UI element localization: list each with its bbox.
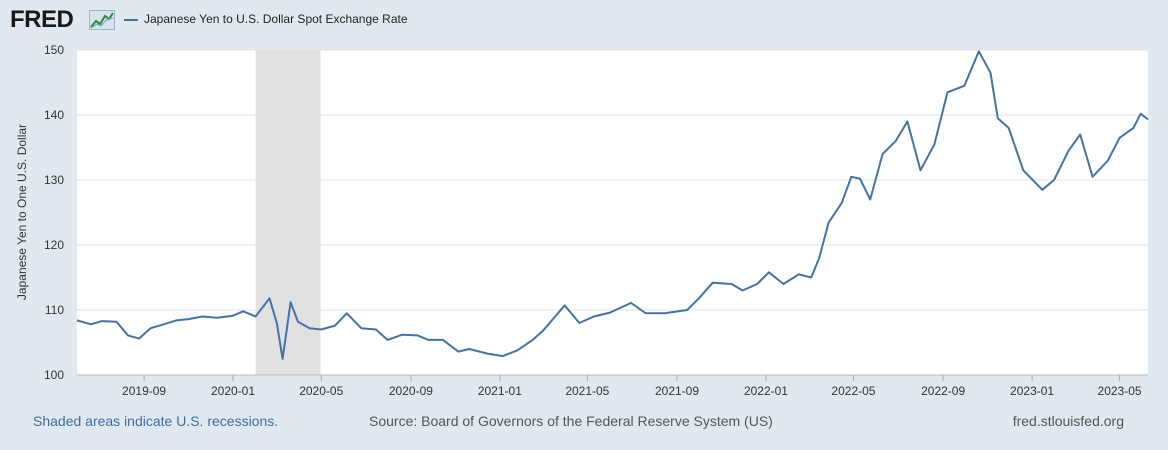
y-tick-label-150: 150 — [44, 43, 64, 57]
chart-footer: Shaded areas indicate U.S. recessions. S… — [0, 410, 1168, 434]
source-text: Source: Board of Governors of the Federa… — [369, 413, 773, 429]
x-tick-label-2023-01: 2023-01 — [1010, 384, 1054, 398]
y-axis-label: Japanese Yen to One U.S. Dollar — [15, 124, 29, 300]
recession-note-link[interactable]: Shaded areas indicate U.S. recessions. — [33, 413, 279, 429]
chart-header: FRED Japanese Yen to U.S. Dollar Spot Ex… — [0, 0, 1168, 40]
y-tick-label-120: 120 — [44, 238, 64, 252]
x-tick-label-2020-05: 2020-05 — [299, 384, 343, 398]
site-link[interactable]: fred.stlouisfed.org — [1012, 413, 1124, 429]
y-axis: 100 110 120 130 140 150 — [44, 43, 64, 382]
x-tick-label-2021-01: 2021-01 — [478, 384, 522, 398]
fred-logo-text[interactable]: FRED — [10, 6, 74, 33]
grid-layer — [77, 49, 1148, 376]
line-chart[interactable]: 100 110 120 130 140 150 2019-09 2020-01 2020-05… — [0, 40, 1168, 408]
x-tick-label-2022-09: 2022-09 — [921, 384, 965, 398]
y-tick-label-110: 110 — [45, 303, 64, 317]
legend-series-label: Japanese Yen to U.S. Dollar Spot Exchang… — [144, 12, 408, 26]
x-tick-label-2021-09: 2021-09 — [655, 384, 699, 398]
x-tick-label-2021-05: 2021-05 — [565, 384, 609, 398]
series-layer[interactable] — [76, 50, 1149, 360]
x-tick-label-2022-01: 2022-01 — [744, 384, 788, 398]
x-tick-label-2022-05: 2022-05 — [831, 384, 875, 398]
x-tick-label-2023-05: 2023-05 — [1098, 384, 1142, 398]
plot-area — [77, 50, 1148, 375]
x-tick-label-2020-01: 2020-01 — [211, 384, 255, 398]
fred-chart-logo-icon[interactable] — [89, 10, 115, 30]
x-axis: 2019-09 2020-01 2020-05 2020-09 2021-01 2021-… — [122, 375, 1142, 398]
legend-line-swatch — [124, 19, 138, 21]
y-tick-label-140: 140 — [44, 108, 64, 122]
y-tick-label-100: 100 — [44, 368, 64, 382]
series-line-0[interactable] — [76, 50, 1149, 360]
y-tick-label-130: 130 — [44, 173, 64, 187]
x-tick-label-2020-09: 2020-09 — [389, 384, 433, 398]
x-tick-label-2019-09: 2019-09 — [122, 384, 166, 398]
